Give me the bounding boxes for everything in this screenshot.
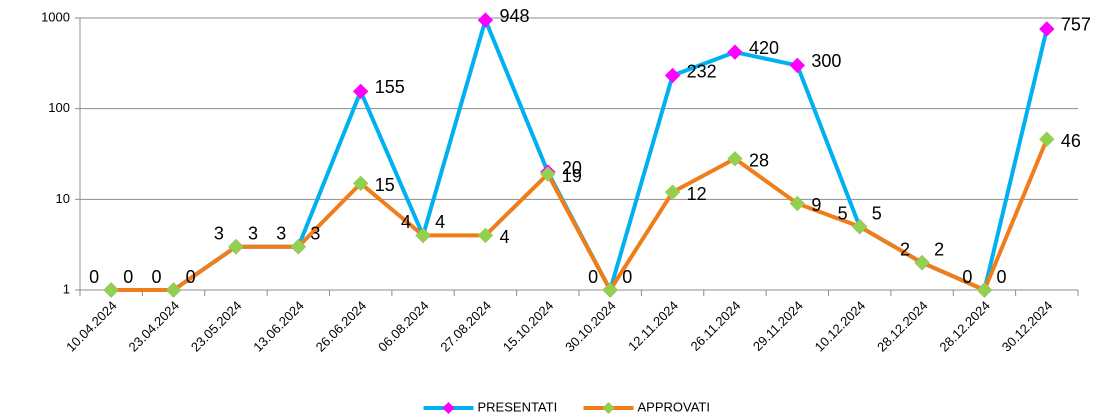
data-point: [789, 57, 806, 74]
x-tick-label: 26.11.2024: [688, 298, 744, 354]
data-label: 4: [499, 227, 509, 247]
y-tick-label: 1000: [41, 9, 70, 24]
data-label: 948: [499, 6, 529, 26]
data-label: 0: [588, 267, 598, 287]
data-label: 0: [996, 267, 1006, 287]
data-point: [664, 67, 681, 84]
data-label: 155: [375, 77, 405, 97]
x-tick-label: 10.12.2024: [812, 298, 869, 355]
data-point: [352, 175, 369, 192]
data-label: 300: [811, 51, 841, 71]
legend-label: APPROVATI: [638, 399, 710, 414]
data-point: [727, 44, 743, 60]
data-label: 757: [1061, 15, 1091, 35]
x-tick-label: 28.12.2024: [874, 298, 931, 355]
x-tick-label: 28.12.2024: [936, 298, 993, 355]
data-point: [477, 227, 494, 244]
data-point: [540, 166, 556, 182]
data-label: 3: [276, 223, 286, 243]
x-tick-label: 26.06.2024: [313, 298, 370, 355]
data-label: 2: [900, 239, 910, 259]
x-tick-label: 12.11.2024: [625, 298, 681, 354]
legend-marker: [602, 402, 615, 414]
data-label: 28: [749, 151, 769, 171]
data-label: 3: [248, 223, 258, 243]
series-line: [111, 138, 1049, 292]
data-point: [602, 282, 618, 298]
data-label: 19: [562, 166, 582, 186]
data-point: [789, 195, 806, 212]
data-point: [976, 282, 993, 298]
data-label: 4: [401, 212, 411, 232]
data-point: [352, 83, 369, 100]
data-label: 2: [934, 239, 944, 259]
data-point: [1039, 21, 1055, 37]
data-point: [228, 239, 244, 255]
y-tick-label: 1: [63, 281, 70, 296]
data-label: 0: [186, 267, 196, 287]
x-tick-label: 10.04.2024: [63, 298, 120, 355]
legend-label: PRESENTATI: [478, 399, 558, 414]
data-label: 420: [749, 38, 779, 58]
data-label: 0: [962, 267, 972, 287]
data-label: 0: [622, 267, 632, 287]
x-tick-label: 30.10.2024: [562, 298, 619, 355]
data-label: 232: [687, 61, 717, 81]
y-tick-label: 100: [48, 100, 70, 115]
x-tick-label: 06.08.2024: [375, 298, 432, 355]
data-label: 0: [89, 267, 99, 287]
data-label: 9: [811, 195, 821, 215]
data-label: 5: [872, 203, 882, 223]
data-point: [1039, 131, 1055, 147]
x-tick-label: 27.08.2024: [437, 298, 494, 355]
data-point: [851, 218, 868, 235]
data-point: [165, 282, 182, 298]
data-label: 4: [435, 212, 445, 232]
data-point: [415, 227, 431, 244]
data-label: 3: [214, 223, 224, 243]
data-label: 3: [310, 223, 320, 243]
data-label: 0: [152, 267, 162, 287]
x-tick-label: 23.05.2024: [188, 298, 245, 355]
x-tick-label: 23.04.2024: [125, 298, 182, 355]
data-label: 15: [375, 175, 395, 195]
data-label: 5: [838, 203, 848, 223]
data-label: 12: [687, 184, 707, 204]
legend-marker: [442, 402, 455, 414]
y-tick-label: 10: [56, 191, 70, 206]
data-point: [914, 254, 930, 271]
data-label: 0: [123, 267, 133, 287]
data-point: [477, 12, 494, 28]
data-point: [103, 282, 119, 298]
data-label: 20: [562, 158, 582, 178]
x-tick-label: 30.12.2024: [999, 298, 1056, 355]
data-label: 46: [1061, 131, 1081, 151]
data-point: [664, 184, 681, 200]
data-point: [727, 151, 743, 167]
x-tick-label: 13.06.2024: [250, 298, 307, 355]
x-tick-label: 15.10.2024: [500, 298, 557, 355]
x-tick-label: 29.11.2024: [750, 298, 806, 354]
data-point: [290, 239, 307, 255]
